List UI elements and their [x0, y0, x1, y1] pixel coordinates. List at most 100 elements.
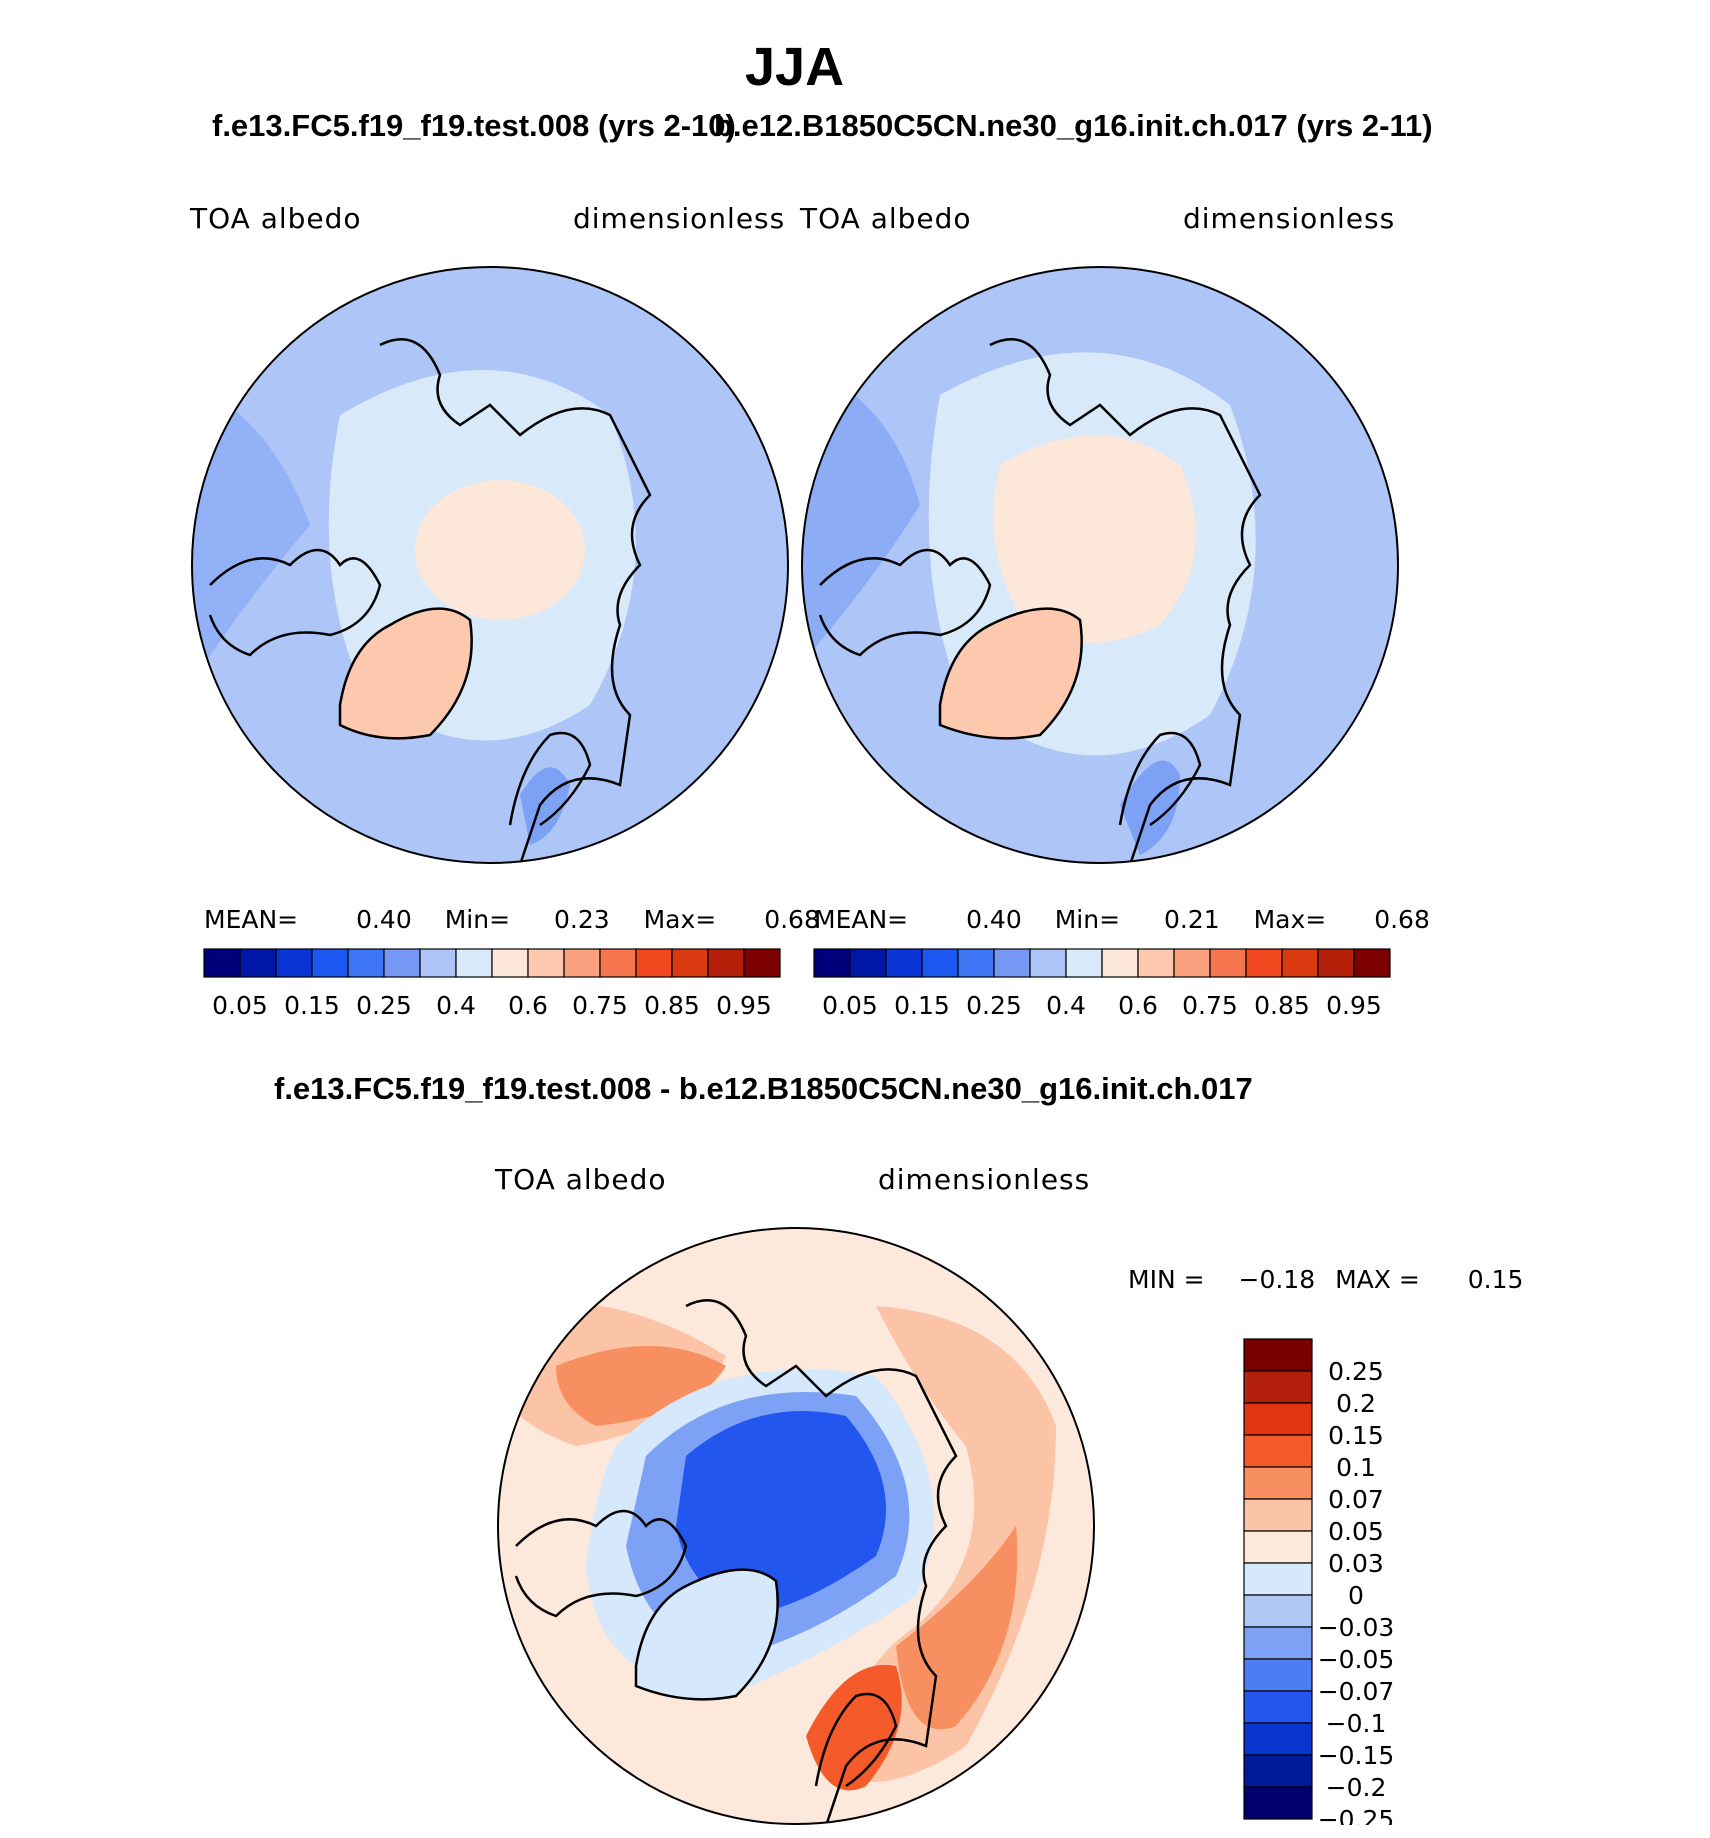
colorbar-diff-box [1243, 1722, 1313, 1756]
stat-mean-label: MEAN= [204, 905, 299, 934]
colorbar-right-box [1317, 948, 1355, 978]
colorbar-diff-box [1243, 1402, 1313, 1436]
colorbar-diff-tick-label: 0.15 [1328, 1421, 1384, 1450]
colorbar-right: 0.05 0.15 0.25 0.4 0.6 0.75 0.85 0.95 [813, 948, 1391, 1020]
panel-right-stats: MEAN= 0.40 Min= 0.21 Max= 0.68 [814, 905, 1430, 934]
colorbar-diff-boxes [1243, 1338, 1313, 1820]
colorbar-right-tick-label: 0.4 [1046, 991, 1086, 1020]
map-right-coast [989, 338, 1262, 863]
colorbar-right-box [1101, 948, 1139, 978]
diff-stats: MIN = −0.18 MAX = 0.15 [1128, 1265, 1523, 1294]
map-right-greenland-outline [938, 607, 1083, 740]
map-diff-scandinavia [814, 1692, 898, 1788]
map-diff-greenland-outline [634, 1568, 779, 1701]
colorbar-right-box [1065, 948, 1103, 978]
colorbar-diff-box [1243, 1434, 1313, 1468]
colorbar-left-labels: 0.05 0.15 0.25 0.4 0.6 0.75 0.85 0.95 [212, 991, 772, 1020]
colorbar-left-box [743, 948, 781, 978]
colorbar-right-box [1209, 948, 1247, 978]
map-right-border [801, 266, 1399, 864]
map-left-scandinavia [508, 731, 592, 827]
colorbar-diff-labels: 0.25 0.2 0.15 0.1 0.07 0.05 0.03 0 −0.03 −0.05 −0.… [1318, 1357, 1395, 1825]
map-diff-greenland-pale [636, 1569, 778, 1700]
panel-left-variable: TOA albedo [190, 202, 362, 235]
colorbar-diff-tick-label: 0.07 [1328, 1485, 1384, 1514]
map-left-greenland-outline [338, 607, 473, 740]
colorbar-right-tick-label: 0.05 [822, 991, 878, 1020]
stat-min-label: Min= [1054, 905, 1121, 934]
map-left-polar-peach [415, 480, 585, 620]
stat-min-label: Min= [444, 905, 511, 934]
colorbar-right-box [1137, 948, 1175, 978]
colorbar-right-box [849, 948, 887, 978]
diff-title: f.e13.FC5.f19_f19.test.008 - b.e12.B1850… [274, 1071, 1253, 1106]
colorbar-right-box [921, 948, 959, 978]
map-right-polar [801, 266, 1399, 864]
stat-mean-value: 0.40 [966, 905, 1022, 934]
colorbar-diff-tick-label: 0.03 [1328, 1549, 1384, 1578]
colorbar-diff-box [1243, 1754, 1313, 1788]
map-diff-coast [685, 1299, 958, 1824]
panel-left-case-title: f.e13.FC5.f19_f19.test.008 (yrs 2-10) [212, 108, 736, 143]
colorbar-left-tick-label: 0.15 [284, 991, 340, 1020]
colorbar-left-tick-label: 0.95 [716, 991, 772, 1020]
map-right-polar-peach [993, 435, 1196, 643]
stat-mean-value: 0.40 [356, 905, 412, 934]
colorbar-right-box [1173, 948, 1211, 978]
diff-max-value: 0.15 [1467, 1265, 1524, 1294]
colorbar-right-box [993, 948, 1031, 978]
colorbar-right-boxes [813, 948, 1391, 978]
colorbar-right-box [1029, 948, 1067, 978]
colorbar-diff-box [1243, 1626, 1313, 1660]
colorbar-right-box [813, 948, 851, 978]
map-right-scandinavia [1118, 731, 1202, 827]
map-left-border [191, 266, 789, 864]
colorbar-diff-tick-label: 0.05 [1328, 1517, 1384, 1546]
diff-min-value: −0.18 [1238, 1265, 1316, 1294]
figure-title: JJA [745, 37, 845, 97]
map-diff-blue-core [676, 1411, 886, 1616]
colorbar-right-box [957, 948, 995, 978]
colorbar-left-boxes [203, 948, 781, 978]
colorbar-diff-box [1243, 1466, 1313, 1500]
panel-left-units: dimensionless [573, 202, 786, 235]
panel-left-stats: MEAN= 0.40 Min= 0.23 Max= 0.68 [204, 905, 820, 934]
colorbar-left-box [239, 948, 277, 978]
colorbar-left-box [455, 948, 493, 978]
colorbar-left-box [311, 948, 349, 978]
colorbar-right-tick-label: 0.15 [894, 991, 950, 1020]
colorbar-left-box [383, 948, 421, 978]
colorbar-right-labels: 0.05 0.15 0.25 0.4 0.6 0.75 0.85 0.95 [822, 991, 1382, 1020]
map-left-coast [379, 338, 652, 863]
colorbar-left-tick-label: 0.75 [572, 991, 628, 1020]
colorbar-diff-box [1243, 1786, 1313, 1820]
colorbar-diff: 0.25 0.2 0.15 0.1 0.07 0.05 0.03 0 −0.03 −0.05 −0.… [1243, 1338, 1395, 1825]
diff-max-label: MAX = [1335, 1265, 1420, 1294]
colorbar-diff-tick-label: 0.1 [1336, 1453, 1376, 1482]
colorbar-diff-tick-label: −0.25 [1318, 1805, 1395, 1825]
colorbar-diff-box [1243, 1338, 1313, 1372]
map-diff-red-band-left [556, 1346, 726, 1426]
colorbar-left-tick-label: 0.05 [212, 991, 268, 1020]
stat-max-value: 0.68 [764, 905, 820, 934]
colorbar-left-tick-label: 0.6 [508, 991, 548, 1020]
colorbar-left-tick-label: 0.4 [436, 991, 476, 1020]
colorbar-left-box [347, 948, 385, 978]
colorbar-diff-tick-label: 0.25 [1328, 1357, 1384, 1386]
stat-max-value: 0.68 [1374, 905, 1430, 934]
stat-mean-label: MEAN= [814, 905, 909, 934]
colorbar-diff-tick-label: −0.2 [1326, 1773, 1387, 1802]
map-left-polar [191, 266, 789, 864]
colorbar-diff-tick-label: 0.2 [1336, 1389, 1376, 1418]
stat-max-label: Max= [1253, 905, 1327, 934]
colorbar-right-tick-label: 0.75 [1182, 991, 1238, 1020]
diff-variable: TOA albedo [495, 1163, 667, 1196]
panel-right-case-title: b.e12.B1850C5CN.ne30_g16.init.ch.017 (yr… [714, 108, 1433, 143]
colorbar-left-box [563, 948, 601, 978]
colorbar-left-box [707, 948, 745, 978]
colorbar-left-tick-label: 0.85 [644, 991, 700, 1020]
colorbar-right-box [885, 948, 923, 978]
stat-min-value: 0.21 [1163, 905, 1220, 934]
colorbar-left-box [491, 948, 529, 978]
map-diff-red-right [896, 1526, 1018, 1730]
